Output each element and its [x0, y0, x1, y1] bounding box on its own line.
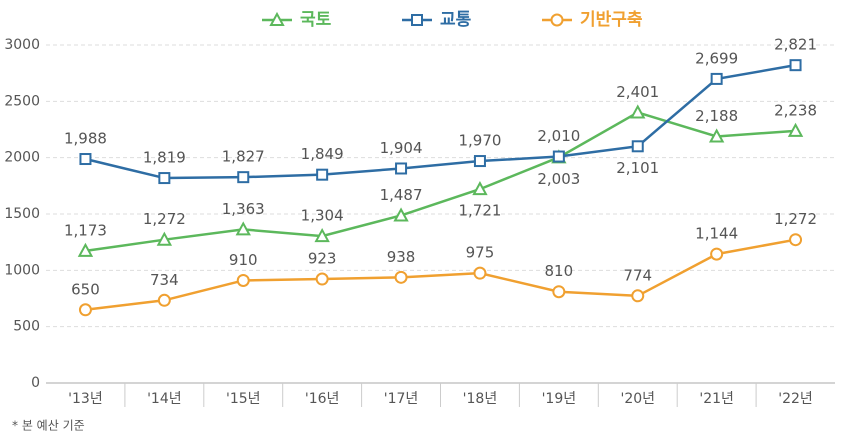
marker	[316, 168, 329, 181]
line	[85, 238, 796, 312]
marker	[77, 242, 94, 257]
line	[85, 111, 796, 253]
marker	[710, 72, 723, 85]
data-label: 2,003	[537, 170, 580, 188]
marker	[315, 272, 329, 286]
marker	[394, 270, 408, 284]
data-label: 650	[71, 280, 100, 298]
marker	[710, 247, 724, 261]
marker	[630, 104, 646, 119]
data-label: 2,010	[537, 127, 580, 145]
marker	[235, 221, 251, 236]
y-tick-label: 0	[31, 375, 40, 391]
marker	[787, 122, 804, 137]
marker	[789, 233, 803, 247]
data-label: 1,363	[222, 200, 265, 218]
x-tick-label: '22년	[778, 391, 813, 407]
data-label: 1,173	[64, 221, 107, 239]
data-label: 2,188	[695, 107, 738, 125]
data-label: 1,272	[143, 210, 186, 228]
legend-label: 교통	[440, 10, 472, 30]
legend-marker	[550, 13, 564, 27]
marker	[237, 171, 250, 184]
y-tick-label: 3000	[4, 37, 40, 53]
y-tick-label: 1500	[4, 206, 40, 222]
x-tick-label: '18년	[463, 391, 498, 407]
data-label: 1,819	[143, 149, 186, 167]
data-label: 1,988	[64, 130, 107, 148]
legend-label: 기반구축	[580, 10, 643, 30]
line	[85, 63, 796, 180]
legend-marker	[269, 11, 285, 26]
x-tick-label: '20년	[620, 391, 655, 407]
x-tick-label: '19년	[542, 391, 577, 407]
x-tick-label: '13년	[68, 391, 103, 407]
marker	[708, 128, 725, 143]
data-label: 2,238	[774, 101, 817, 119]
data-label: 923	[308, 250, 337, 268]
marker	[473, 266, 487, 280]
data-label: 1,272	[774, 210, 817, 228]
marker	[78, 303, 92, 317]
x-tick-label: '16년	[305, 391, 340, 407]
marker	[236, 273, 250, 287]
data-label: 1,304	[301, 207, 344, 225]
data-label: 810	[545, 262, 574, 280]
y-tick-label: 500	[13, 319, 40, 335]
data-label: 774	[623, 266, 652, 284]
data-label: 1,970	[458, 132, 501, 150]
note: * 본 예산 기준	[12, 419, 85, 433]
marker	[472, 181, 488, 196]
legend-marker	[411, 14, 423, 26]
marker	[552, 285, 566, 299]
marker	[157, 293, 171, 307]
data-label: 1,849	[301, 145, 344, 163]
x-tick-label: '17년	[384, 391, 419, 407]
marker	[395, 162, 408, 175]
data-label: 2,821	[774, 36, 817, 54]
marker	[156, 231, 173, 246]
data-label: 1,721	[458, 202, 501, 220]
x-tick-label: '15년	[226, 391, 261, 407]
data-label: 2,401	[616, 83, 659, 101]
data-label: 938	[387, 248, 416, 266]
legend-label: 국토	[300, 10, 332, 30]
data-label: 1,904	[380, 139, 423, 157]
marker	[631, 140, 644, 153]
marker	[79, 153, 92, 166]
data-label: 975	[466, 244, 495, 262]
data-label: 2,699	[695, 49, 738, 67]
x-tick-label: '21년	[699, 391, 734, 407]
y-tick-label: 1000	[4, 262, 40, 278]
marker	[158, 172, 171, 185]
marker	[393, 207, 409, 222]
marker	[314, 227, 330, 243]
y-tick-label: 2500	[4, 93, 40, 109]
data-label: 1,144	[695, 225, 738, 243]
data-label: 1,487	[380, 186, 423, 204]
data-label: 1,827	[222, 148, 265, 166]
x-tick-label: '14년	[147, 391, 182, 407]
marker	[631, 289, 645, 303]
data-label: 734	[150, 271, 179, 289]
y-tick-label: 2000	[4, 150, 40, 166]
marker	[473, 155, 486, 168]
marker	[552, 150, 565, 163]
data-label: 910	[229, 251, 258, 269]
marker	[789, 59, 802, 72]
data-label: 2,101	[616, 159, 659, 177]
